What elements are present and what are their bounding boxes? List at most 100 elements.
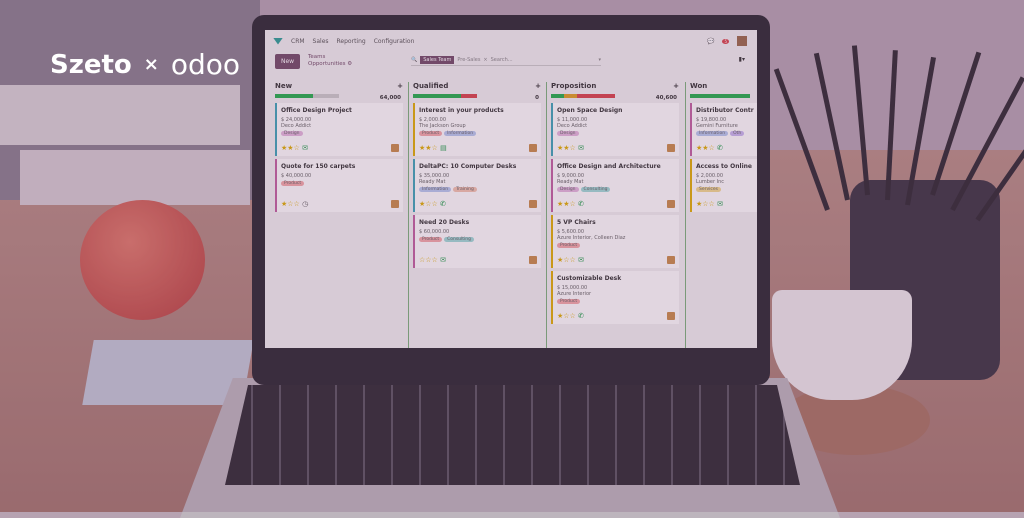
card-customer: Gemini Furniture [696, 123, 738, 129]
progress-bar[interactable] [413, 94, 477, 98]
keyboard [225, 385, 800, 485]
kanban-card[interactable]: Distributor Contr $ 19,800.00 Gemini Furni… [690, 103, 757, 156]
card-customer: Azure Interior, Colleen Diaz [557, 235, 626, 241]
search-icon: 🔍 [411, 56, 418, 63]
kanban-card[interactable]: Need 20 Desks $ 60,000.00 Product Consultin… [413, 215, 541, 268]
card-title: Quote for 150 carpets [281, 163, 356, 170]
add-card-button[interactable]: + [397, 82, 403, 90]
card-tags: Information Training [419, 185, 537, 192]
chat-icon[interactable]: 💬 [706, 37, 715, 45]
card-tags: Design [281, 129, 399, 136]
kanban-column-new: New + 64,000 Office Design Project $ 24,000.… [275, 82, 403, 348]
priority-stars[interactable]: ★☆☆ ✉ [696, 200, 723, 208]
gear-icon[interactable]: ⚙ [347, 61, 353, 67]
priority-stars[interactable]: ★★☆ ✆ [557, 200, 584, 208]
phone-icon[interactable]: ✆ [717, 144, 723, 152]
card-tags: Product Consulting [419, 235, 537, 242]
card-amount: $ 60,000.00 [419, 229, 450, 235]
search-bar[interactable]: 🔍 Sales Team Pre-Sales × Search... ▾ [411, 54, 601, 66]
priority-stars[interactable]: ☆☆☆ ✉ [419, 256, 446, 264]
tag: Information [696, 131, 729, 136]
breadcrumb-teams[interactable]: Teams [308, 54, 326, 60]
add-card-button[interactable]: + [673, 82, 679, 90]
notification-badge[interactable]: 5 [722, 38, 729, 44]
kanban-card[interactable]: Quote for 150 carpets $ 40,000.00 Product ★… [275, 159, 403, 212]
tag: Services [696, 187, 721, 192]
column-total: 64,000 [379, 95, 401, 101]
tag: Product [419, 237, 443, 242]
control-panel: New Teams Opportunities ⚙ 🔍 Sales Team P… [265, 52, 757, 82]
priority-stars[interactable]: ★★☆ ▤ [419, 144, 447, 152]
facet-label: Sales Team [420, 55, 455, 64]
search-input[interactable]: Search... [490, 56, 513, 63]
chevron-down-icon[interactable]: ▾ [598, 56, 601, 63]
kanban-card[interactable]: Customizable Desk $ 15,000.00 Azure Interi… [551, 271, 679, 324]
new-button[interactable]: New [275, 54, 301, 69]
email-icon[interactable]: ✉ [302, 144, 308, 152]
add-card-button[interactable]: + [535, 82, 541, 90]
clock-icon[interactable]: ◷ [302, 200, 309, 208]
email-icon[interactable]: ✉ [578, 144, 584, 152]
assignee-avatar [391, 200, 399, 208]
tag: Training [453, 187, 477, 192]
column-header: New + [275, 82, 403, 90]
tag: Consulting [444, 237, 475, 242]
progress-segment [551, 94, 564, 98]
nav-configuration[interactable]: Configuration [373, 37, 415, 45]
priority-stars[interactable]: ★☆☆ ◷ [281, 200, 309, 208]
kanban-card[interactable]: Open Space Design $ 11,000.00 Deco Addict D… [551, 103, 679, 156]
priority-stars[interactable]: ★★☆ ✉ [281, 144, 308, 152]
kanban-card[interactable]: Access to Online $ 2,000.00 Lumber Inc Serv… [690, 159, 757, 212]
priority-stars[interactable]: ★☆☆ ✉ [557, 256, 584, 264]
card-tags: Design [557, 129, 675, 136]
card-customer: The Jackson Group [419, 123, 466, 129]
remove-facet-icon[interactable]: × [483, 56, 488, 63]
view-switcher-button[interactable]: ▮▾ [738, 56, 745, 63]
priority-stars[interactable]: ★★☆ ✉ [557, 144, 584, 152]
nav-sales[interactable]: Sales [312, 37, 329, 45]
phone-icon[interactable]: ✆ [578, 200, 584, 208]
kanban-card[interactable]: Interest in your products $ 2,000.00 The J… [413, 103, 541, 156]
tag: Product [419, 131, 443, 136]
card-title: Office Design and Architecture [557, 163, 661, 170]
progress-segment [690, 94, 750, 98]
laptop-screen: CRM Sales Reporting Configuration 💬 5 Ne… [265, 30, 757, 348]
email-icon[interactable]: ✉ [717, 200, 723, 208]
phone-icon[interactable]: ✆ [578, 312, 584, 320]
kanban-card[interactable]: DeltaPC: 10 Computer Desks $ 35,000.00 Rea… [413, 159, 541, 212]
priority-stars[interactable]: ★★☆ ✆ [696, 144, 723, 152]
card-title: 5 VP Chairs [557, 219, 596, 226]
kanban-card[interactable]: Office Design and Architecture $ 9,000.00… [551, 159, 679, 212]
column-total: 40,600 [655, 95, 677, 101]
tag: Design [281, 131, 303, 136]
progress-bar[interactable] [551, 94, 615, 98]
szeto-logo: Szeto [50, 49, 132, 80]
assignee-avatar [529, 144, 537, 152]
card-customer: Ready Mat [557, 179, 584, 185]
nav-reporting[interactable]: Reporting [336, 37, 366, 45]
progress-bar[interactable] [275, 94, 339, 98]
document-icon[interactable]: ▤ [440, 144, 447, 152]
card-amount: $ 35,000.00 [419, 173, 450, 179]
card-amount: $ 15,000.00 [557, 285, 588, 291]
email-icon[interactable]: ✉ [440, 256, 446, 264]
kanban-card[interactable]: Office Design Project $ 24,000.00 Deco Add… [275, 103, 403, 156]
priority-stars[interactable]: ★☆☆ ✆ [557, 312, 584, 320]
card-tags: Product [557, 297, 675, 304]
brand-logo: Szeto × odoo [50, 48, 240, 81]
column-header: Proposition + [551, 82, 679, 90]
progress-bar[interactable] [690, 94, 750, 98]
card-customer: Deco Addict [557, 123, 588, 129]
user-avatar[interactable] [737, 36, 747, 46]
email-icon[interactable]: ✉ [578, 256, 584, 264]
assignee-avatar [529, 256, 537, 264]
priority-stars[interactable]: ★☆☆ ✆ [419, 200, 446, 208]
coffee-cup [772, 290, 912, 400]
phone-icon[interactable]: ✆ [440, 200, 446, 208]
tag: Product [281, 181, 305, 186]
tag: Information [444, 131, 477, 136]
kanban-card[interactable]: 5 VP Chairs $ 5,600.00 Azure Interior, Col… [551, 215, 679, 268]
column-title: Proposition [551, 82, 597, 90]
app-name[interactable]: CRM [291, 37, 305, 45]
column-header: Qualified + [413, 82, 541, 90]
